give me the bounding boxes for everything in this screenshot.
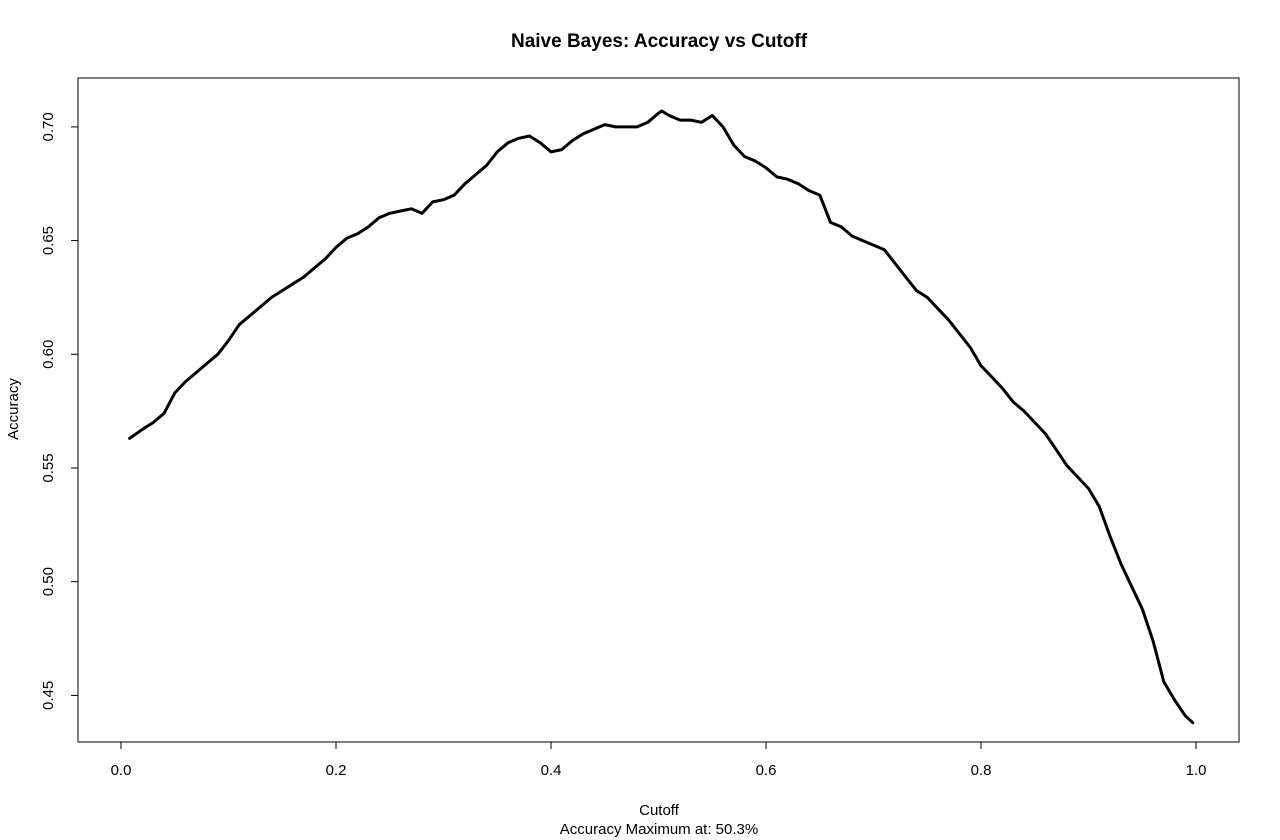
y-tick-label: 0.45 <box>40 681 57 710</box>
x-tick-label: 1.0 <box>1186 762 1207 779</box>
chart-subtitle: Accuracy Maximum at: 50.3% <box>560 821 758 838</box>
plot-frame <box>77 77 1240 743</box>
chart-title: Naive Bayes: Accuracy vs Cutoff <box>511 31 808 52</box>
x-axis-label: Cutoff <box>639 802 680 819</box>
x-tick-label: 0.2 <box>326 762 347 779</box>
y-axis: 0.45 0.50 0.55 0.60 0.65 0.70 <box>40 112 79 710</box>
x-tick-label: 0.8 <box>971 762 992 779</box>
series-layer <box>128 109 1195 725</box>
y-axis-label: Accuracy <box>5 378 22 440</box>
y-tick-label: 0.70 <box>40 112 57 141</box>
x-tick-label: 0.6 <box>756 762 777 779</box>
x-axis: 0.0 0.2 0.4 0.6 0.8 1.0 <box>111 741 1207 779</box>
y-tick-label: 0.55 <box>40 453 57 482</box>
x-tick-label: 0.4 <box>541 762 562 779</box>
y-tick-label: 0.50 <box>40 567 57 596</box>
accuracy-series-line <box>128 109 1195 725</box>
x-tick-label: 0.0 <box>111 762 132 779</box>
y-tick-label: 0.60 <box>40 340 57 369</box>
y-tick-label: 0.65 <box>40 226 57 255</box>
